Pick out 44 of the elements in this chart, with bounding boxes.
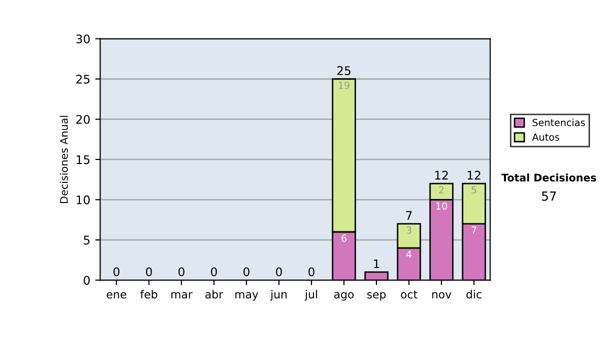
x-tick-label: sep	[367, 292, 386, 301]
y-axis-title: Decisiones Anual	[60, 116, 68, 203]
y-tick-label: 30	[76, 34, 90, 44]
total-label: 0	[113, 267, 120, 276]
y-tick-label: 0	[84, 276, 90, 285]
x-tick-label: abr	[205, 290, 224, 298]
x-tick-label: jun	[270, 290, 287, 301]
y-tick-label: 25	[76, 74, 90, 84]
y-tick-label: 5	[84, 236, 90, 245]
data-label: 19	[338, 82, 350, 89]
x-tick-label: feb	[140, 290, 158, 298]
total-label: 0	[146, 267, 152, 276]
x-tick-label: nov	[432, 292, 452, 298]
x-tick-label: ene	[106, 292, 126, 298]
data-label: 6	[342, 234, 346, 242]
total-label: 25	[337, 66, 350, 76]
x-tick-label: oct	[400, 290, 418, 298]
data-label: 2	[439, 186, 444, 194]
data-label: 10	[436, 202, 447, 210]
total-label: 0	[308, 267, 314, 276]
total-label: 0	[210, 267, 217, 276]
x-tick-label: may	[235, 292, 258, 301]
total-label: 7	[406, 211, 412, 220]
y-tick-label: 15	[76, 155, 90, 164]
x-tick-label: mar	[171, 292, 193, 298]
y-tick-label: 10	[76, 195, 90, 204]
x-tick-label: ago	[334, 292, 354, 301]
data-label: 5	[472, 186, 476, 194]
x-tick-label: dic	[466, 290, 482, 298]
legend-label: Autos	[532, 134, 560, 141]
total-label: 1	[374, 259, 380, 268]
text: Total Decisiones	[501, 173, 596, 182]
total-label: 0	[243, 267, 250, 276]
total-label: 0	[276, 267, 282, 276]
x-tick-label: jul	[304, 290, 318, 301]
legend-label: Sentencias	[532, 118, 585, 126]
total-label: 0	[178, 267, 184, 276]
total-label: 12	[468, 170, 480, 180]
data-label: 7	[472, 226, 476, 234]
y-tick-label: 20	[76, 114, 90, 124]
text: 57	[542, 192, 556, 201]
total-label: 12	[435, 170, 448, 180]
data-label: 4	[406, 250, 412, 258]
data-label: 3	[406, 226, 412, 234]
